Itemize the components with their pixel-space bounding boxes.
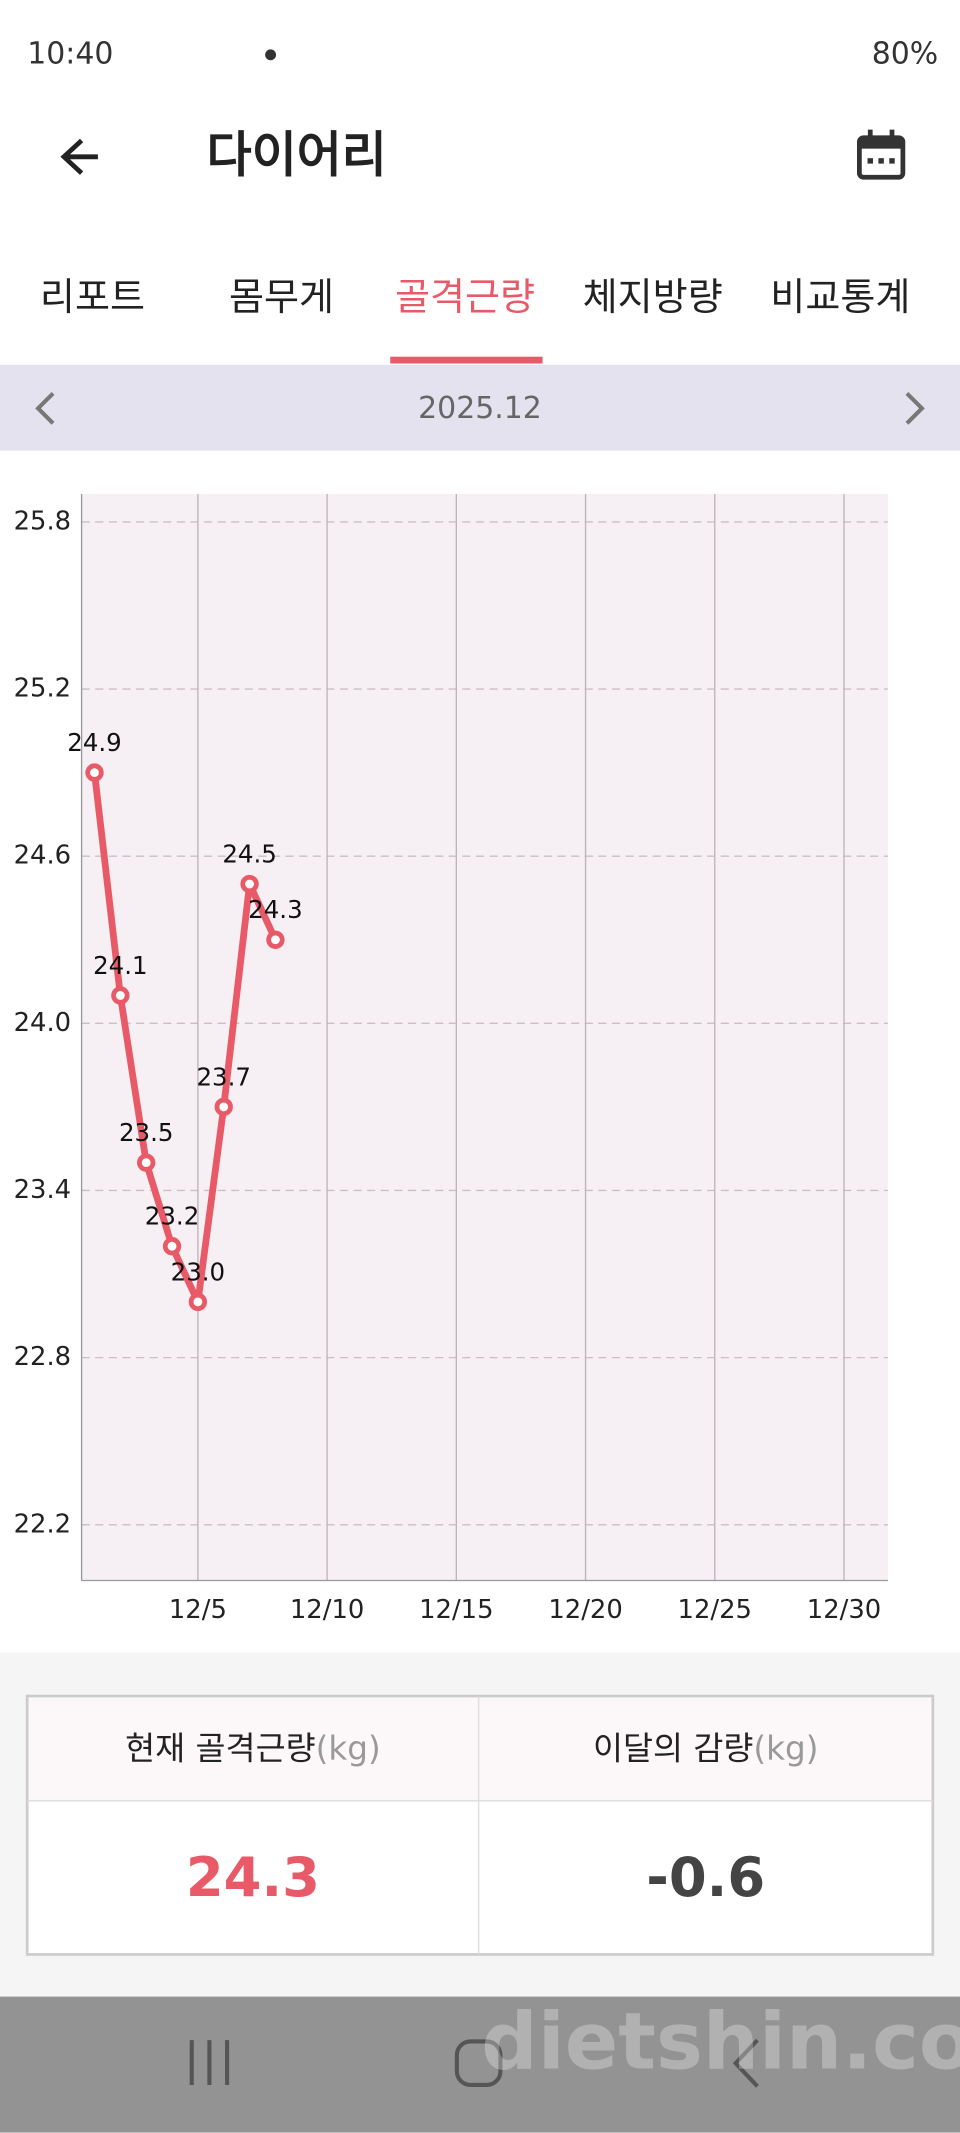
change-label-text: 이달의 감량 — [593, 1729, 753, 1767]
recent-apps-button[interactable] — [189, 2040, 230, 2085]
current-label: 현재 골격근량(kg) — [125, 1729, 381, 1767]
back-button[interactable] — [60, 138, 98, 175]
value-label: 24.1 — [93, 951, 147, 980]
data-point — [214, 1097, 233, 1117]
y-tick-label: 24.0 — [14, 1008, 72, 1038]
status-time: 10:40 — [27, 36, 113, 71]
watermark: dietshin.com — [481, 1995, 960, 2087]
value-label: 24.3 — [248, 895, 302, 924]
current-unit: (kg) — [316, 1729, 381, 1767]
value-label: 23.7 — [196, 1062, 250, 1091]
value-label: 23.5 — [119, 1118, 173, 1147]
value-label: 24.5 — [222, 839, 276, 868]
x-tick-label: 12/5 — [169, 1595, 227, 1625]
tab[interactable]: 골격근량 — [395, 275, 535, 319]
y-tick-label: 24.6 — [14, 841, 72, 871]
y-tick-label: 25.2 — [14, 674, 72, 704]
y-tick-label: 25.8 — [14, 506, 72, 536]
nav-bar — [0, 1996, 960, 2133]
current-label-text: 현재 골격근량 — [125, 1729, 315, 1767]
current-value: 24.3 — [186, 1846, 320, 1909]
home-button[interactable] — [454, 2039, 503, 2088]
prev-month[interactable] — [35, 391, 55, 425]
back-nav-button[interactable] — [732, 2038, 759, 2088]
x-tick-label: 12/20 — [548, 1595, 622, 1625]
value-label: 23.0 — [171, 1257, 225, 1286]
x-tick-label: 12/25 — [678, 1595, 752, 1625]
change-value: -0.6 — [646, 1846, 765, 1909]
calendar-button[interactable] — [856, 129, 906, 180]
y-tick-label: 22.8 — [14, 1342, 72, 1372]
plot-area — [81, 494, 888, 1581]
value-label: 24.9 — [67, 728, 121, 757]
data-point — [137, 1153, 156, 1172]
active-tab-indicator — [390, 356, 543, 364]
tab[interactable]: 리포트 — [40, 275, 145, 319]
y-tick-label: 22.2 — [14, 1509, 72, 1539]
tab[interactable]: 몸무게 — [229, 275, 334, 319]
y-tick-label: 23.4 — [14, 1175, 72, 1205]
value-label: 23.2 — [145, 1202, 199, 1231]
tab[interactable]: 체지방량 — [583, 275, 723, 319]
month-label: 2025.12 — [418, 391, 542, 426]
x-tick-label: 12/10 — [290, 1595, 364, 1625]
data-point — [188, 1292, 208, 1312]
data-point — [162, 1237, 182, 1256]
summary-head — [28, 1697, 932, 1801]
data-point — [240, 874, 259, 894]
x-tick-label: 12/15 — [419, 1595, 493, 1625]
data-point — [111, 986, 130, 1005]
status-battery: 80% — [872, 36, 938, 71]
next-month[interactable] — [905, 391, 925, 425]
header-title: 다이어리 — [207, 127, 387, 184]
change-unit: (kg) — [753, 1729, 818, 1767]
status-dot — [265, 49, 277, 61]
data-line — [91, 772, 279, 1306]
change-label: 이달의 감량(kg) — [593, 1729, 819, 1767]
x-tick-label: 12/30 — [807, 1595, 881, 1625]
tab[interactable]: 비교통계 — [770, 275, 910, 319]
month-nav — [0, 364, 960, 451]
data-point — [85, 763, 104, 782]
data-point — [266, 930, 285, 949]
